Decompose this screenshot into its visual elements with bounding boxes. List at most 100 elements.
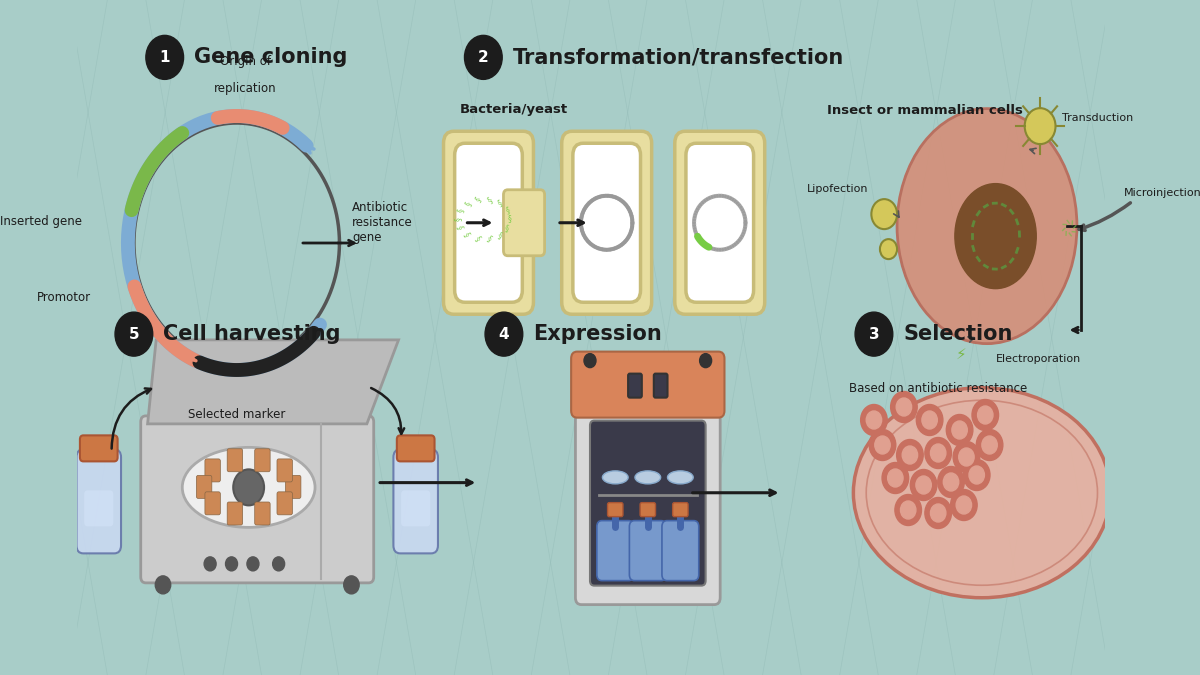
FancyBboxPatch shape [640, 503, 655, 516]
FancyBboxPatch shape [686, 143, 754, 302]
Circle shape [115, 312, 152, 356]
Ellipse shape [898, 109, 1076, 344]
Circle shape [869, 429, 895, 460]
Text: Selection: Selection [904, 324, 1013, 344]
Ellipse shape [955, 184, 1037, 289]
FancyBboxPatch shape [673, 503, 688, 516]
Text: Bacteria/yeast: Bacteria/yeast [460, 103, 569, 117]
Text: Transduction: Transduction [1062, 113, 1133, 123]
Text: Insect or mammalian cells: Insect or mammalian cells [827, 103, 1024, 117]
FancyBboxPatch shape [511, 196, 536, 250]
FancyBboxPatch shape [227, 449, 242, 472]
FancyBboxPatch shape [607, 503, 623, 516]
Circle shape [233, 469, 264, 506]
Circle shape [925, 497, 952, 529]
Circle shape [902, 446, 918, 464]
Circle shape [871, 199, 898, 229]
Text: 2: 2 [478, 50, 488, 65]
Text: Promotor: Promotor [37, 292, 91, 304]
Circle shape [953, 441, 979, 472]
FancyBboxPatch shape [571, 352, 725, 418]
Text: ⚡: ⚡ [956, 347, 967, 362]
Ellipse shape [182, 448, 316, 527]
FancyBboxPatch shape [562, 131, 652, 315]
Circle shape [930, 444, 946, 462]
FancyBboxPatch shape [286, 475, 301, 498]
FancyBboxPatch shape [227, 502, 242, 525]
Text: 5: 5 [128, 327, 139, 342]
FancyBboxPatch shape [84, 490, 113, 526]
Text: 3: 3 [869, 327, 880, 342]
Text: §: § [504, 205, 510, 215]
Text: §: § [497, 229, 504, 239]
Text: Microinjection: Microinjection [1124, 188, 1200, 198]
Text: Origin of: Origin of [220, 55, 271, 68]
FancyBboxPatch shape [576, 375, 720, 605]
Text: §: § [463, 200, 473, 207]
Circle shape [701, 201, 738, 244]
Circle shape [952, 421, 967, 439]
Circle shape [700, 354, 712, 368]
FancyBboxPatch shape [277, 459, 293, 482]
Text: §: § [486, 233, 494, 242]
Text: replication: replication [214, 82, 276, 95]
Ellipse shape [602, 471, 628, 484]
Text: 1: 1 [160, 50, 170, 65]
Text: §: § [456, 207, 466, 213]
Circle shape [950, 489, 977, 520]
FancyBboxPatch shape [629, 520, 666, 580]
Text: §: § [456, 224, 466, 230]
FancyBboxPatch shape [140, 416, 373, 583]
Circle shape [860, 404, 887, 435]
Text: Transformation/transfection: Transformation/transfection [512, 47, 844, 68]
FancyBboxPatch shape [590, 421, 706, 586]
Circle shape [959, 448, 974, 466]
Text: Electroporation: Electroporation [996, 354, 1081, 364]
Circle shape [888, 469, 904, 487]
FancyBboxPatch shape [205, 459, 221, 482]
Ellipse shape [635, 471, 661, 484]
Text: Lipofection: Lipofection [808, 184, 869, 194]
Text: §: § [463, 230, 473, 238]
Text: Antibiotic
resistance
gene: Antibiotic resistance gene [353, 202, 413, 244]
Circle shape [956, 496, 972, 514]
Circle shape [930, 504, 946, 522]
Circle shape [272, 557, 284, 571]
FancyBboxPatch shape [504, 190, 545, 256]
Text: Based on antibiotic resistance: Based on antibiotic resistance [850, 381, 1027, 394]
Circle shape [866, 411, 882, 429]
Text: §: § [454, 217, 463, 221]
Circle shape [875, 436, 890, 454]
FancyBboxPatch shape [654, 374, 667, 398]
Circle shape [588, 201, 625, 244]
Text: Cell harvesting: Cell harvesting [163, 324, 341, 344]
FancyBboxPatch shape [254, 502, 270, 525]
Text: §: § [486, 195, 494, 205]
Text: 4: 4 [498, 327, 509, 342]
Text: Inserted gene: Inserted gene [0, 215, 83, 227]
FancyBboxPatch shape [572, 143, 641, 302]
FancyBboxPatch shape [401, 490, 431, 526]
Circle shape [882, 462, 908, 493]
Polygon shape [148, 340, 398, 424]
FancyBboxPatch shape [455, 143, 522, 302]
Circle shape [900, 501, 916, 519]
FancyBboxPatch shape [628, 374, 642, 398]
Text: Selected marker: Selected marker [188, 408, 286, 421]
Circle shape [146, 35, 184, 80]
Circle shape [977, 429, 1003, 460]
FancyBboxPatch shape [444, 131, 534, 315]
FancyBboxPatch shape [205, 492, 221, 515]
Circle shape [972, 400, 998, 431]
FancyBboxPatch shape [596, 520, 634, 580]
FancyBboxPatch shape [394, 450, 438, 554]
Circle shape [204, 557, 216, 571]
FancyBboxPatch shape [254, 449, 270, 472]
Circle shape [925, 437, 952, 468]
Circle shape [155, 576, 170, 594]
Ellipse shape [853, 387, 1110, 598]
Circle shape [978, 406, 992, 424]
Circle shape [964, 460, 990, 491]
Circle shape [916, 476, 931, 494]
Ellipse shape [667, 471, 694, 484]
